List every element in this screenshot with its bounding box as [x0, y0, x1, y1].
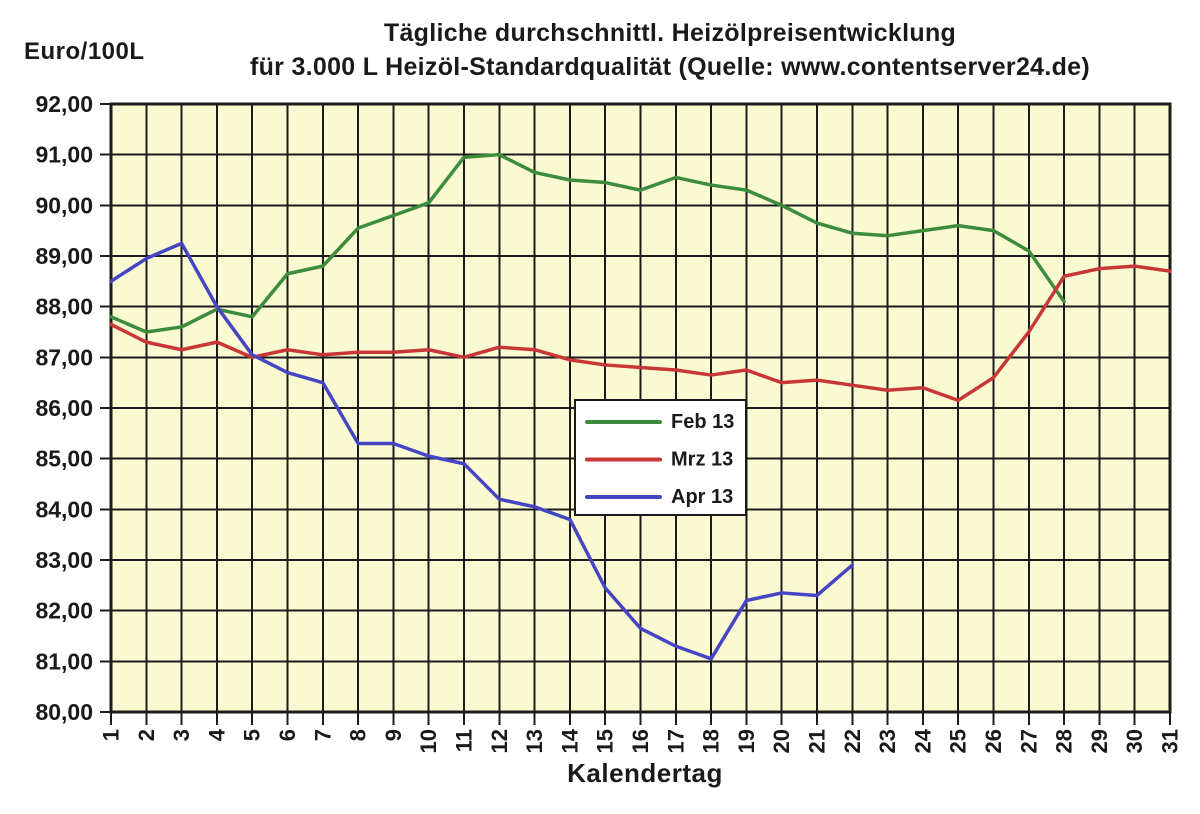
x-tick-label: 8	[346, 729, 371, 741]
x-axis-title: Kalendertag	[567, 758, 723, 788]
plot-border	[109, 102, 1172, 714]
x-tick-label: 9	[381, 729, 406, 741]
legend-label-mrz-13: Mrz 13	[671, 449, 733, 471]
series-line-mrz-13	[109, 264, 1172, 403]
x-tick-label: 27	[1016, 729, 1041, 753]
chart-title-line2: für 3.000 L Heizöl-Standardqualität (Que…	[249, 53, 1091, 81]
legend-label-apr-13: Apr 13	[671, 486, 733, 508]
y-tick-label: 88,00	[35, 294, 93, 320]
x-tick-label: 22	[840, 729, 865, 753]
y-tick-label: 84,00	[35, 496, 93, 522]
y-tick-label: 89,00	[35, 243, 93, 269]
y-tick-label: 85,00	[35, 446, 93, 472]
x-tick-label: 10	[416, 729, 441, 753]
x-tick-label: 20	[769, 729, 794, 753]
x-tick-label: 28	[1052, 729, 1077, 753]
x-tick-label: 6	[275, 729, 300, 741]
x-tick-label: 30	[1122, 729, 1147, 753]
y-tick-label: 83,00	[35, 547, 93, 573]
y-tick-label: 91,00	[35, 142, 93, 168]
y-tick-label: 87,00	[35, 344, 93, 370]
y-axis-unit-label: Euro/100L	[24, 38, 145, 65]
x-tick-label: 17	[663, 729, 688, 753]
x-tick-label: 7	[310, 729, 335, 741]
x-tick-label: 18	[699, 729, 724, 753]
x-tick-label: 19	[734, 729, 759, 753]
y-tick-label: 90,00	[35, 192, 93, 218]
x-tick-label: 11	[452, 729, 477, 752]
x-tick-label: 24	[910, 728, 935, 753]
x-tick-label: 3	[169, 729, 194, 741]
chart-title: Tägliche durchschnittl. Heizölpreisentwi…	[170, 16, 1170, 84]
legend-label-feb-13: Feb 13	[671, 411, 734, 433]
y-tick-label: 80,00	[35, 699, 93, 725]
series-line-feb-13	[109, 152, 1066, 334]
y-tick-label: 82,00	[35, 598, 93, 624]
x-tick-label: 13	[522, 729, 547, 753]
x-tick-label: 5	[240, 729, 265, 741]
x-tick-label: 23	[875, 729, 900, 753]
chart-title-line1: Tägliche durchschnittl. Heizölpreisentwi…	[383, 19, 957, 47]
x-tick-label: 31	[1158, 729, 1183, 753]
y-tick-label: 86,00	[35, 395, 93, 421]
x-tick-label: 12	[487, 729, 512, 753]
x-tick-label: 15	[593, 729, 618, 753]
x-tick-label: 16	[628, 729, 653, 753]
y-tick-label: 92,00	[35, 91, 93, 117]
x-tick-label: 4	[204, 728, 229, 741]
x-tick-label: 21	[805, 729, 830, 753]
x-tick-label: 14	[557, 728, 582, 753]
x-tick-label: 25	[946, 729, 971, 753]
x-tick-label: 26	[981, 729, 1006, 753]
y-tick-label: 81,00	[35, 648, 93, 674]
x-tick-label: 29	[1087, 729, 1112, 753]
x-tick-label: 2	[134, 729, 159, 741]
x-tick-label: 1	[99, 729, 124, 741]
series-line-apr-13	[109, 241, 855, 661]
